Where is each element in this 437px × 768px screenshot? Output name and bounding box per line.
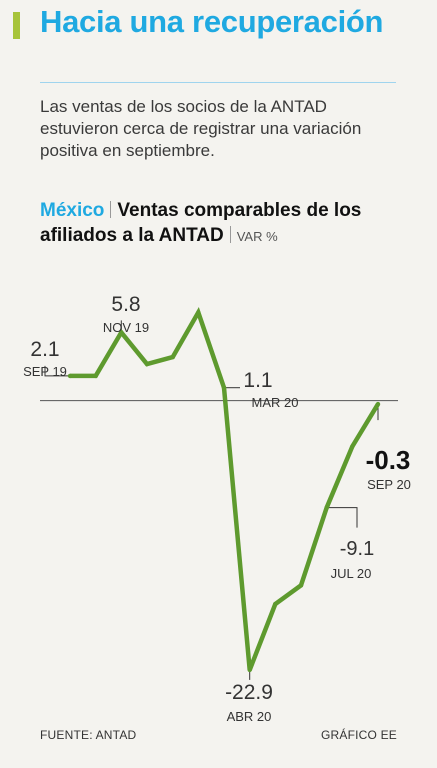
data-point [324, 505, 329, 510]
value-label: 1.1 [243, 369, 272, 392]
data-points [67, 310, 381, 673]
header-separator [110, 201, 112, 218]
title-accent-bar [13, 12, 20, 39]
date-label: MAR 20 [252, 395, 299, 410]
value-label: 5.8 [111, 293, 140, 316]
date-label: SEP 19 [23, 364, 67, 379]
page-title: Hacia una recuperación [40, 4, 384, 39]
data-point [273, 601, 278, 607]
annotation-leader [326, 507, 358, 528]
value-label: -9.1 [340, 538, 374, 560]
date-label: NOV 19 [103, 320, 149, 335]
graphic-credit: GRÁFICO EE [320, 728, 397, 742]
chart-unit: VAR % [236, 229, 278, 244]
data-point [170, 354, 175, 360]
date-label: ABR 20 [227, 709, 272, 724]
data-point [119, 330, 124, 335]
data-point [196, 310, 201, 315]
value-label: -22.9 [225, 681, 273, 704]
data-point [298, 583, 304, 588]
annotation-leader [44, 365, 70, 377]
data-point [247, 667, 252, 673]
date-label: JUL 20 [331, 566, 372, 581]
data-point [144, 361, 150, 367]
unit-separator [229, 226, 231, 243]
series-line [70, 306, 380, 671]
date-label: SEP 20 [367, 477, 411, 492]
chart-header: México Ventas comparables de los afiliado… [40, 198, 420, 249]
data-point [67, 373, 73, 379]
page-subtitle: Las ventas de los socios de la ANTAD est… [40, 97, 362, 160]
value-label: 2.1 [30, 338, 59, 361]
data-point [350, 444, 355, 449]
value-label: -0.3 [366, 445, 411, 475]
title-divider [40, 82, 396, 83]
chart-country: México [40, 200, 105, 221]
source-note: FUENTE: ANTAD [40, 728, 137, 742]
annotation-labels: 2.1 SEP 19 5.8 NOV 19 1.1 MAR 20 -22.9 ABR 20 -9… [23, 293, 411, 724]
data-point [221, 385, 227, 390]
data-point [375, 401, 381, 407]
data-point [93, 373, 98, 379]
chart-title: Ventas comparables de los afiliados a la… [40, 200, 362, 246]
